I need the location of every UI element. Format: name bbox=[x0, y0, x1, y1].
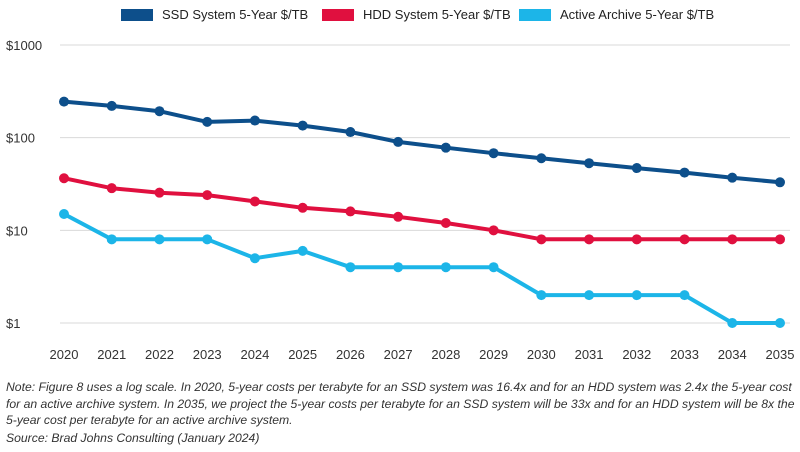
data-point bbox=[536, 153, 547, 164]
data-point bbox=[202, 234, 213, 245]
x-tick-label: 2027 bbox=[384, 347, 413, 362]
x-tick-label: 2028 bbox=[431, 347, 460, 362]
data-point bbox=[679, 290, 690, 301]
data-point bbox=[297, 245, 308, 256]
series-line bbox=[62, 99, 782, 185]
data-point bbox=[154, 106, 165, 117]
data-point bbox=[345, 127, 356, 138]
legend-label-ssd: SSD System 5-Year $/TB bbox=[162, 7, 309, 22]
x-tick-label: 2032 bbox=[622, 347, 651, 362]
x-tick-label: 2026 bbox=[336, 347, 365, 362]
legend-label-hdd: HDD System 5-Year $/TB bbox=[363, 7, 511, 22]
x-tick-label: 2021 bbox=[97, 347, 126, 362]
data-point bbox=[59, 209, 69, 220]
y-tick-label: $10 bbox=[6, 223, 28, 238]
data-point bbox=[440, 262, 451, 273]
data-point bbox=[106, 234, 117, 245]
data-point bbox=[106, 183, 117, 194]
data-point bbox=[202, 190, 213, 201]
data-point bbox=[727, 234, 738, 245]
data-point bbox=[154, 234, 165, 245]
legend-swatch-hdd bbox=[322, 8, 354, 21]
data-point bbox=[249, 196, 260, 207]
data-point bbox=[631, 163, 642, 174]
data-point bbox=[536, 290, 547, 301]
x-tick-label: 2035 bbox=[766, 347, 795, 362]
data-point bbox=[775, 318, 785, 328]
data-point bbox=[775, 234, 785, 245]
series-3 bbox=[59, 209, 785, 328]
data-point bbox=[249, 115, 260, 126]
x-tick-labels: 2020 2021 2022 2023 2024 2025 2026 2027 2028 2029… bbox=[50, 347, 795, 362]
x-tick-label: 2030 bbox=[527, 347, 556, 362]
legend-label-archive: Active Archive 5-Year $/TB bbox=[560, 7, 715, 22]
x-tick-label: 2033 bbox=[670, 347, 699, 362]
series-line bbox=[62, 212, 782, 325]
data-point bbox=[440, 142, 451, 153]
legend-swatch-ssd bbox=[121, 8, 153, 21]
x-tick-label: 2031 bbox=[575, 347, 604, 362]
x-tick-label: 2024 bbox=[240, 347, 269, 362]
data-point bbox=[59, 96, 69, 107]
legend-item-archive: Active Archive 5-Year $/TB bbox=[519, 7, 714, 22]
series-line bbox=[62, 176, 782, 242]
data-point bbox=[106, 100, 117, 111]
data-point bbox=[488, 148, 499, 159]
data-point bbox=[202, 116, 213, 127]
data-point bbox=[679, 234, 690, 245]
data-point bbox=[631, 234, 642, 245]
x-tick-label: 2025 bbox=[288, 347, 317, 362]
data-point bbox=[345, 262, 356, 273]
data-point bbox=[297, 120, 308, 131]
chart-legend: SSD System 5-Year $/TB HDD System 5-Year… bbox=[0, 7, 800, 27]
legend-item-hdd: HDD System 5-Year $/TB bbox=[322, 7, 511, 22]
data-point bbox=[393, 136, 404, 147]
data-point bbox=[536, 234, 547, 245]
data-point bbox=[488, 225, 499, 236]
y-tick-label: $1000 bbox=[6, 38, 42, 53]
x-tick-label: 2023 bbox=[193, 347, 222, 362]
chart-source: Source: Brad Johns Consulting (January 2… bbox=[6, 431, 260, 445]
data-point bbox=[154, 187, 165, 198]
data-point bbox=[393, 211, 404, 222]
data-point bbox=[440, 217, 451, 228]
x-tick-label: 2034 bbox=[718, 347, 747, 362]
x-tick-label: 2029 bbox=[479, 347, 508, 362]
data-point bbox=[59, 173, 69, 184]
y-tick-label: $100 bbox=[6, 131, 35, 146]
data-point bbox=[488, 262, 499, 273]
chart-note: Note: Figure 8 uses a log scale. In 2020… bbox=[6, 380, 795, 427]
data-point bbox=[393, 262, 404, 273]
y-tick-labels: $1000 $100 $10 $1 bbox=[6, 38, 42, 331]
data-point bbox=[775, 177, 785, 188]
y-tick-label: $1 bbox=[6, 316, 20, 331]
y-gridlines bbox=[60, 44, 790, 324]
data-point bbox=[297, 202, 308, 213]
data-point bbox=[249, 253, 260, 264]
data-point bbox=[584, 290, 595, 301]
data-point bbox=[727, 172, 738, 183]
legend-item-ssd: SSD System 5-Year $/TB bbox=[121, 7, 308, 22]
legend-swatch-archive bbox=[519, 8, 551, 21]
data-point bbox=[631, 290, 642, 301]
series-2 bbox=[59, 173, 785, 245]
data-point bbox=[584, 158, 595, 169]
series-1 bbox=[59, 96, 785, 188]
data-point bbox=[679, 167, 690, 178]
x-tick-label: 2020 bbox=[50, 347, 79, 362]
data-point bbox=[584, 234, 595, 245]
data-point bbox=[345, 206, 356, 217]
data-point bbox=[727, 318, 738, 328]
x-tick-label: 2022 bbox=[145, 347, 174, 362]
